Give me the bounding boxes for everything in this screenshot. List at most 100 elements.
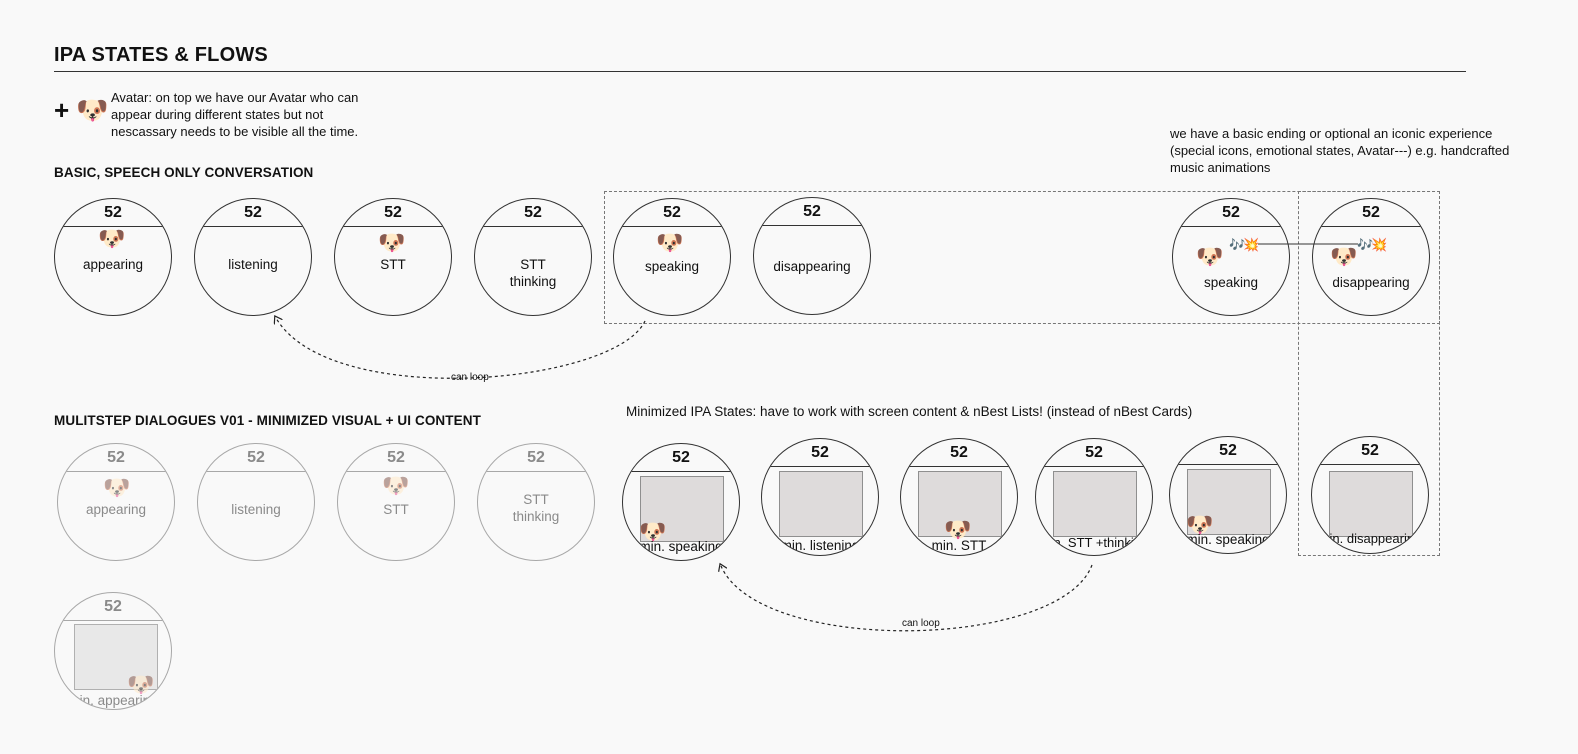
state-label: STT thinking: [509, 257, 557, 289]
state-divider: [1312, 464, 1428, 465]
music-notes-icon: 🎶💥: [1357, 237, 1387, 252]
state-label: speaking: [1203, 275, 1259, 290]
state-number: 52: [384, 204, 402, 221]
state-number: 52: [104, 598, 122, 615]
state-label: min. speaking: [1186, 532, 1270, 547]
music-notes-icon: 🎶💥: [1229, 237, 1259, 252]
section-title-multistep: MULITSTEP DIALOGUES V01 - MINIMIZED VISU…: [54, 413, 481, 428]
screen-content-placeholder: [918, 471, 1002, 537]
state-number: 52: [244, 204, 262, 221]
state-appearing: 52 🐶 appearing: [57, 443, 175, 561]
plus-icon: +: [54, 95, 70, 125]
state-min-speaking-iconic: 52 🐶 min. speaking: [1169, 436, 1287, 554]
avatar-description: Avatar: on top we have our Avatar who ca…: [111, 90, 359, 139]
state-label: min. speaking: [639, 539, 723, 554]
dog-avatar-icon: 🐶: [1196, 244, 1224, 269]
state-label: min. appearing: [68, 693, 158, 708]
state-listening: 52 listening: [194, 198, 312, 316]
state-divider: [614, 226, 730, 227]
state-stt-thinking: 52 STT thinking: [477, 443, 595, 561]
state-divider: [1173, 226, 1289, 227]
dog-avatar-icon: 🐶: [382, 473, 410, 498]
state-divider: [901, 466, 1017, 467]
state-number: 52: [1362, 204, 1380, 221]
state-number: 52: [672, 449, 690, 466]
state-divider: [55, 620, 171, 621]
state-divider: [55, 226, 171, 227]
state-divider: [198, 471, 314, 472]
screen-content-placeholder: [779, 471, 863, 537]
state-min-stt-thinking: 52 min. STT +thinking: [1035, 438, 1153, 556]
state-number: 52: [1085, 444, 1103, 461]
state-divider: [623, 471, 739, 472]
state-divider: [1170, 464, 1286, 465]
state-divider: [335, 226, 451, 227]
state-stt-thinking: 52 STT thinking: [474, 198, 592, 316]
state-speaking: 52 🐶 speaking: [613, 198, 731, 316]
screen-content-placeholder: [74, 624, 158, 690]
dog-avatar-icon: 🐶: [1330, 244, 1358, 269]
state-number: 52: [1219, 442, 1237, 459]
dog-avatar-icon: 🐶: [656, 230, 684, 255]
minimized-states-note: Minimized IPA States: have to work with …: [626, 404, 1193, 419]
page-title: IPA STATES & FLOWS: [54, 44, 268, 66]
state-divider: [475, 226, 591, 227]
dog-avatar-icon: 🐶: [98, 226, 126, 251]
state-divider: [58, 471, 174, 472]
state-divider: [754, 225, 870, 226]
state-number: 52: [107, 449, 125, 466]
screen-content-placeholder: [1053, 471, 1137, 537]
state-label: min. disappearing: [1318, 531, 1422, 546]
state-number: 52: [811, 444, 829, 461]
loop-label-basic: can loop: [451, 372, 489, 383]
state-divider: [762, 466, 878, 467]
state-label: min. STT: [931, 538, 987, 553]
state-divider: [1313, 226, 1429, 227]
state-divider: [478, 471, 594, 472]
iconic-experience-note: we have a basic ending or optional an ic…: [1170, 126, 1510, 175]
state-number: 52: [1361, 442, 1379, 459]
loop-label-minimized: can loop: [902, 618, 940, 629]
state-divider: [338, 471, 454, 472]
state-number: 52: [1222, 204, 1240, 221]
screen-content-placeholder: [640, 476, 724, 542]
dog-avatar-icon: 🐶: [76, 95, 109, 125]
dog-avatar-icon: 🐶: [378, 230, 406, 255]
state-min-speaking: 52 🐶 min. speaking: [622, 443, 740, 561]
state-number: 52: [527, 449, 545, 466]
state-divider: [1036, 466, 1152, 467]
state-min-stt: 52 🐶 min. STT: [900, 438, 1018, 556]
state-divider: [195, 226, 311, 227]
screen-content-placeholder: [1329, 471, 1413, 537]
state-iconic-speaking: 52 🐶 🎶💥 speaking: [1172, 198, 1290, 316]
state-number: 52: [950, 444, 968, 461]
state-label: STT: [380, 257, 406, 272]
state-listening: 52 listening: [197, 443, 315, 561]
state-number: 52: [104, 204, 122, 221]
dog-avatar-icon: 🐶: [127, 672, 155, 697]
state-appearing: 52 🐶 appearing: [54, 198, 172, 316]
state-number: 52: [524, 204, 542, 221]
state-label: listening: [231, 502, 281, 517]
state-label: STT: [383, 502, 409, 517]
state-iconic-disappearing: 52 🐶 🎶💥 disappearing: [1312, 198, 1430, 316]
loop-arrow-basic: [276, 318, 646, 379]
state-disappearing: 52 disappearing: [753, 197, 871, 315]
state-number: 52: [803, 203, 821, 220]
dog-avatar-icon: 🐶: [639, 519, 667, 544]
state-stt: 52 🐶 STT: [337, 443, 455, 561]
state-label: STT thinking: [512, 492, 560, 524]
state-number: 52: [247, 449, 265, 466]
state-label: min. STT +thinking: [1039, 535, 1149, 550]
state-label: disappearing: [1332, 275, 1410, 290]
dog-avatar-icon: 🐶: [1186, 512, 1214, 537]
state-stt: 52 🐶 STT: [334, 198, 452, 316]
state-min-listening: 52 min. listening: [761, 438, 879, 556]
state-min-disappearing: 52 min. disappearing: [1311, 436, 1429, 554]
state-number: 52: [387, 449, 405, 466]
dog-avatar-icon: 🐶: [944, 517, 972, 542]
state-label: disappearing: [773, 259, 851, 274]
state-label: listening: [228, 257, 278, 272]
title-divider: [54, 71, 1466, 72]
state-label: min. listening: [780, 538, 860, 553]
